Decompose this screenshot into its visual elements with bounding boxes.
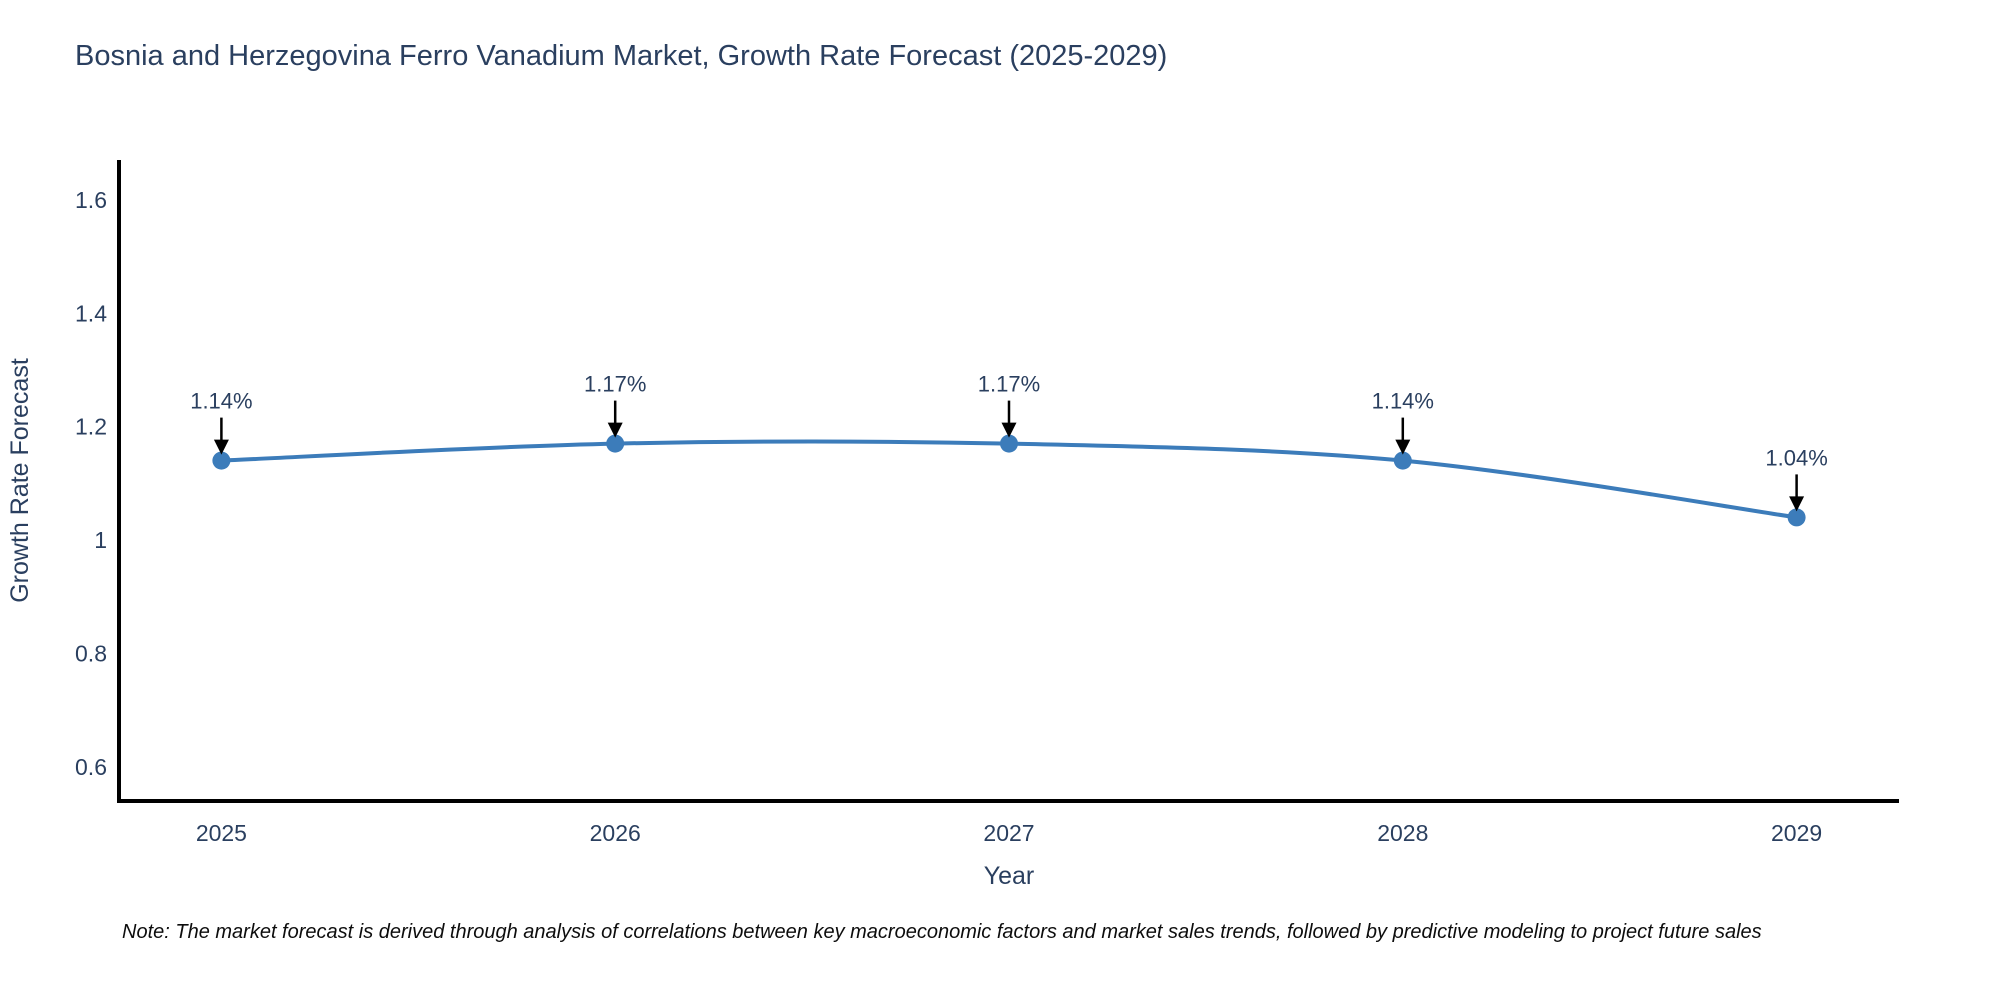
data-point-marker: [1393, 451, 1412, 470]
series-line: [221, 439, 1797, 520]
x-tick-label: 2025: [196, 820, 247, 846]
y-tick-label: 0.8: [75, 641, 107, 667]
annotation-arrowhead: [1001, 422, 1017, 438]
x-tick-label: 2029: [1771, 820, 1822, 846]
annotation-arrowhead: [1395, 439, 1411, 455]
y-axis-title: Growth Rate Forecast: [6, 358, 34, 603]
y-tick-label: 1.4: [75, 300, 107, 326]
x-tick-label: 2028: [1377, 820, 1428, 846]
data-point-marker: [606, 434, 625, 453]
x-tick-label: 2027: [983, 820, 1034, 846]
annotation-arrowhead: [213, 439, 229, 455]
point-annotation-label: 1.14%: [190, 389, 252, 414]
chart-title: Bosnia and Herzegovina Ferro Vanadium Ma…: [75, 40, 1168, 72]
annotation-arrowhead: [1789, 496, 1805, 512]
y-tick-label: 0.6: [75, 754, 107, 780]
footer-note: Note: The market forecast is derived thr…: [122, 921, 1762, 943]
point-annotation-label: 1.14%: [1372, 389, 1434, 414]
point-annotation-label: 1.17%: [584, 372, 646, 397]
data-point-marker: [1787, 508, 1806, 527]
x-axis-title: Year: [984, 862, 1035, 890]
data-point-marker: [1000, 434, 1018, 453]
point-annotation-label: 1.04%: [1765, 445, 1827, 470]
y-tick-label: 1.2: [75, 414, 107, 440]
point-annotation-label: 1.17%: [978, 372, 1040, 397]
y-tick-label: 1: [94, 527, 107, 553]
x-tick-label: 2026: [590, 820, 641, 846]
y-tick-label: 1.6: [75, 187, 107, 213]
annotation-arrowhead: [607, 422, 623, 438]
data-point-marker: [212, 451, 231, 470]
